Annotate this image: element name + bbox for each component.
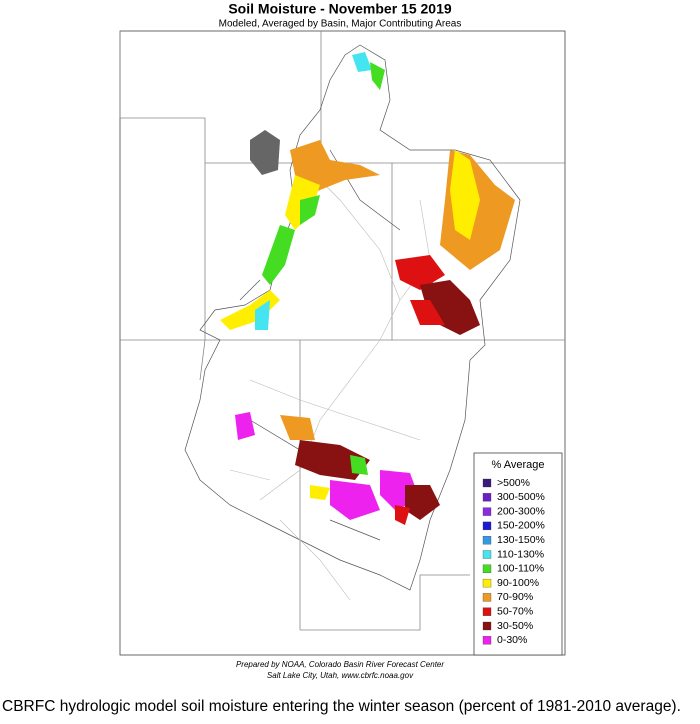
legend-label: 150-200% bbox=[497, 520, 545, 532]
legend-swatch bbox=[482, 593, 492, 602]
legend-label: 0-30% bbox=[497, 634, 527, 646]
legend-swatch bbox=[482, 493, 492, 502]
area-100-110 bbox=[300, 195, 320, 225]
legend-label: 100-110% bbox=[497, 563, 544, 575]
map-title: Soil Moisture - November 15 2019 bbox=[228, 1, 452, 17]
legend-label: 50-70% bbox=[497, 605, 533, 617]
area-110-130 bbox=[352, 52, 372, 72]
legend-title: % Average bbox=[491, 459, 544, 471]
legend-label: 30-50% bbox=[497, 620, 533, 632]
legend-items: >500% 300-500% 200-300% 150-200% 130-150% 110… bbox=[482, 477, 545, 646]
legend-swatch bbox=[482, 536, 492, 545]
legend-label: 90-100% bbox=[497, 577, 539, 589]
area-70-90 bbox=[280, 415, 315, 440]
sub-basin bbox=[239, 149, 451, 541]
soil-moisture-areas bbox=[220, 52, 515, 525]
area-50-70 bbox=[395, 255, 445, 290]
area-100-110 bbox=[350, 455, 368, 475]
legend-swatch bbox=[482, 478, 492, 488]
legend-label: 300-500% bbox=[497, 491, 545, 503]
caption: CBRFC hydrologic model soil moisture ent… bbox=[2, 698, 681, 715]
area-0-30 bbox=[330, 480, 380, 520]
area-110-130 bbox=[255, 300, 270, 330]
area-90-100 bbox=[450, 150, 480, 240]
legend-swatch bbox=[482, 621, 492, 631]
area-100-110 bbox=[262, 225, 295, 285]
area-90-100 bbox=[310, 485, 330, 500]
legend-label: 110-130% bbox=[497, 548, 544, 560]
area-0-30 bbox=[235, 412, 255, 440]
area-100-110 bbox=[370, 62, 385, 90]
legend-swatch bbox=[482, 607, 492, 616]
no-data-area bbox=[250, 130, 280, 175]
legend-swatch bbox=[482, 521, 492, 531]
map-subtitle: Modeled, Averaged by Basin, Major Contri… bbox=[219, 19, 462, 30]
area-90-100 bbox=[220, 290, 280, 330]
state-border bbox=[120, 31, 565, 631]
legend-swatch bbox=[482, 564, 492, 573]
credit-line: Salt Lake City, Utah, www.cbrfc.noaa.gov bbox=[267, 671, 414, 680]
area-30-50 bbox=[405, 485, 440, 520]
legend-swatch bbox=[482, 578, 492, 588]
area-50-70 bbox=[410, 300, 445, 325]
legend-swatch bbox=[482, 550, 492, 559]
legend-label: 200-300% bbox=[497, 505, 545, 517]
legend-label: 70-90% bbox=[497, 591, 533, 603]
river bbox=[229, 159, 431, 601]
map-figure: Soil Moisture - November 15 2019 Modeled… bbox=[119, 1, 566, 680]
area-50-70 bbox=[395, 505, 410, 525]
map-frame bbox=[119, 30, 566, 656]
credit-line: Prepared by NOAA, Colorado Basin River F… bbox=[236, 660, 444, 669]
legend-label: 130-150% bbox=[497, 534, 545, 546]
legend-label: >500% bbox=[497, 477, 530, 489]
state-borders bbox=[119, 31, 565, 631]
legend: % Average >500% 300-500% 200-300% 150-200% 1… bbox=[473, 452, 563, 656]
legend-swatch bbox=[482, 636, 492, 645]
area-30-50 bbox=[295, 440, 370, 480]
legend-swatch bbox=[482, 507, 492, 516]
